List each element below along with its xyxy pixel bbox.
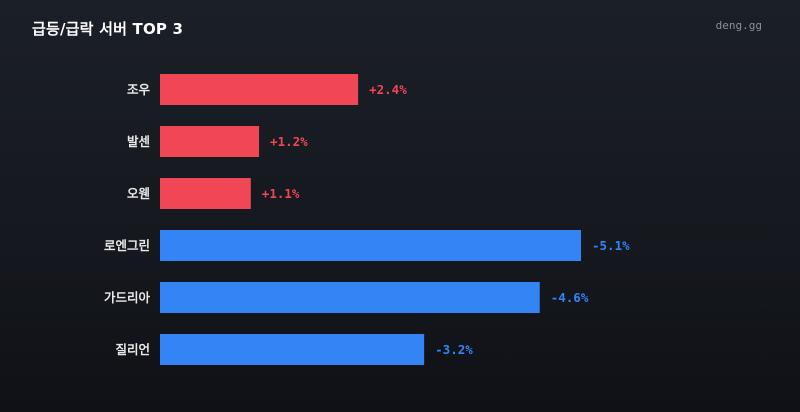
bar [160,74,359,105]
value-label: -4.6% [551,290,589,305]
category-label: 조우 [127,82,151,97]
brand-label: deng.gg [715,19,762,32]
category-label: 오웬 [127,186,150,201]
bar [160,282,540,313]
bar [160,126,260,157]
category-label: 로엔그린 [104,238,150,253]
value-label: +1.2% [270,134,308,149]
bar [160,334,425,365]
chart-title: 급등/급락 서버 TOP 3 [32,20,184,38]
value-label: +1.1% [262,186,300,201]
bar [160,178,251,209]
category-label: 발센 [127,134,150,149]
value-label: -5.1% [592,238,630,253]
value-label: +2.4% [369,82,407,97]
value-label: -3.2% [435,342,473,357]
bar [160,230,581,261]
category-label: 가드리아 [104,290,151,305]
category-label: 질리언 [115,342,150,357]
